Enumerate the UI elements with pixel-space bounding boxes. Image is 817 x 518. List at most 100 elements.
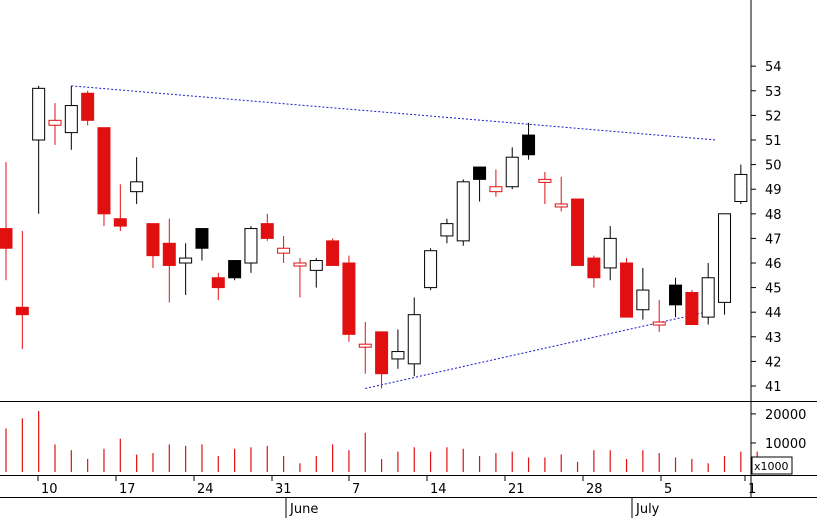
candle-body [32, 87, 46, 141]
candle [342, 255, 356, 342]
candle-body [211, 277, 225, 289]
candle [685, 290, 699, 325]
candle-body [685, 292, 699, 325]
price-tick-label: 46 [765, 257, 782, 272]
candle [718, 213, 732, 315]
candle [64, 85, 78, 150]
candle [130, 157, 144, 204]
date-tick-label: 21 [508, 482, 525, 497]
price-tick-label: 42 [765, 355, 782, 370]
candle-body [701, 277, 715, 318]
candle-body [244, 228, 258, 264]
candle [554, 176, 568, 212]
month-label: June [289, 502, 318, 517]
price-tick-label: 50 [765, 159, 782, 174]
candle-body [326, 240, 340, 266]
candle-body [489, 186, 503, 193]
candle [228, 260, 242, 281]
candle [734, 164, 748, 204]
candle-body [64, 105, 78, 134]
price-tick-label: 51 [765, 134, 782, 149]
candle-body [0, 228, 13, 249]
candle [522, 122, 536, 160]
candle-body [146, 223, 160, 257]
price-tick-label: 45 [765, 282, 782, 297]
candle-body [571, 198, 585, 266]
date-tick-label: 7 [352, 482, 360, 497]
candle-body [342, 262, 356, 335]
candle-body [440, 223, 454, 237]
candle-body [636, 289, 650, 311]
candle [260, 213, 274, 241]
candle [375, 331, 389, 389]
date-tick-label: 14 [430, 482, 447, 497]
date-tick-label: 31 [275, 482, 292, 497]
candle-body [587, 257, 601, 279]
candle-body [375, 331, 389, 375]
candle-body [620, 262, 634, 318]
candle-body [473, 166, 487, 180]
candle [81, 90, 95, 126]
candle [473, 166, 487, 202]
candle [424, 248, 438, 291]
candle [326, 238, 340, 266]
candle [244, 226, 258, 273]
candle [652, 299, 666, 332]
candle [195, 228, 209, 261]
candle [179, 243, 193, 295]
volume-axis: 10000 20000 x1000 [751, 408, 806, 475]
candle [505, 147, 519, 190]
date-tick-label: 28 [586, 482, 603, 497]
candle [636, 267, 650, 320]
candle-body [391, 351, 405, 360]
candle [456, 179, 470, 246]
candle [15, 231, 29, 350]
candle-body [456, 181, 470, 242]
price-tick-label: 49 [765, 183, 782, 198]
candle [669, 277, 683, 318]
price-tick-label: 43 [765, 331, 782, 346]
candle [277, 235, 291, 263]
candle [603, 226, 617, 281]
candle [211, 272, 225, 300]
candle-body [293, 262, 307, 267]
candle [407, 297, 421, 377]
candle [440, 218, 454, 244]
candle-body [113, 218, 127, 227]
candle-body [554, 203, 568, 208]
candle-body [260, 223, 274, 239]
candlestick-series [0, 85, 748, 389]
candle [571, 198, 585, 266]
candle-body [652, 321, 666, 326]
candle-body [195, 228, 209, 249]
candle [489, 169, 503, 197]
candle [97, 127, 111, 227]
candle-body [15, 306, 29, 316]
date-axis: 10 17 24 31 7 14 21 28 5 1 June July [37, 476, 756, 518]
volume-tick-label: 20000 [765, 408, 806, 423]
volume-tick-label: 10000 [765, 437, 806, 452]
candle-body [407, 314, 421, 365]
candle-body [277, 247, 291, 254]
candle [162, 218, 176, 303]
price-axis: 41 42 43 44 45 46 47 48 49 50 51 52 53 54 [751, 60, 782, 395]
candle [358, 322, 372, 374]
candle-body [522, 134, 536, 156]
volume-unit-label: x1000 [754, 460, 789, 473]
candle-body [718, 213, 732, 303]
price-tick-label: 54 [765, 60, 782, 75]
date-tick-label: 17 [119, 482, 136, 497]
candle-body [130, 181, 144, 193]
candle-body [162, 242, 176, 266]
candle [391, 329, 405, 369]
volume-unit-box [751, 456, 793, 475]
candle [146, 223, 160, 268]
candle-body [228, 260, 242, 279]
price-tick-label: 44 [765, 306, 782, 321]
candle-body [603, 237, 617, 269]
candle-body [309, 260, 323, 271]
candle-body [669, 284, 683, 306]
candle [293, 258, 307, 298]
